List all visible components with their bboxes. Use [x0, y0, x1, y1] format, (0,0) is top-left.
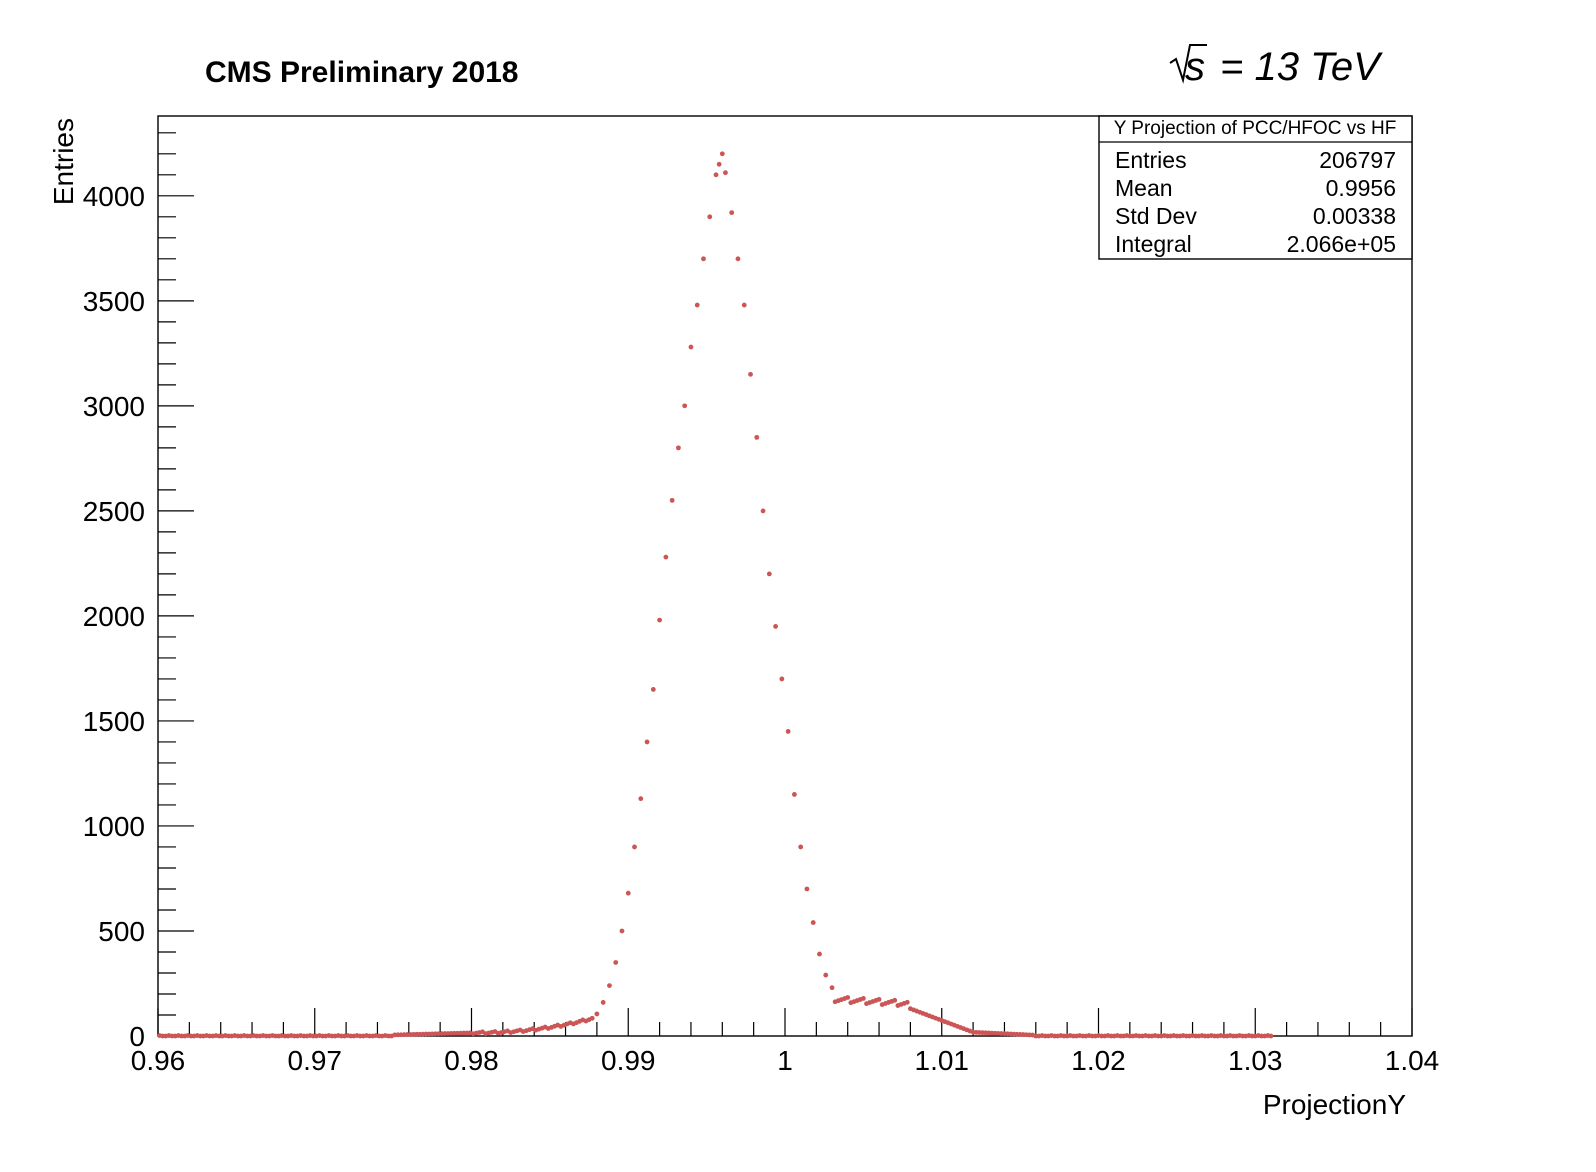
- data-point: [798, 844, 804, 850]
- y-tick-label: 2000: [83, 601, 145, 632]
- x-axis-ticks: [157, 1008, 1413, 1036]
- data-point: [892, 997, 898, 1003]
- y-tick-label: 3000: [83, 391, 145, 422]
- x-tick-label: 0.98: [444, 1045, 499, 1076]
- stats-label: Entries: [1115, 147, 1187, 173]
- data-point: [650, 687, 656, 692]
- data-point: [632, 844, 637, 850]
- data-point: [619, 928, 625, 934]
- data-point: [773, 624, 778, 629]
- data-point: [785, 729, 791, 734]
- data-point: [613, 960, 619, 965]
- data-point: [600, 999, 606, 1005]
- stats-box: Y Projection of PCC/HFOC vs HF Entries 20…: [1098, 115, 1413, 260]
- y-tick-label: 3500: [83, 286, 145, 317]
- stats-label: Mean: [1115, 175, 1173, 201]
- energy-symbol: s: [1185, 45, 1205, 89]
- data-point: [657, 617, 662, 623]
- data-markers: [157, 151, 1274, 1039]
- data-point: [741, 302, 747, 308]
- data-point: [682, 403, 688, 409]
- chart-title: CMS Preliminary 2018: [205, 56, 519, 89]
- stats-box-frame: [1098, 115, 1413, 260]
- data-point: [694, 302, 700, 308]
- data-point: [723, 170, 728, 176]
- y-tick-label: 0: [129, 1021, 145, 1052]
- data-point: [829, 985, 835, 991]
- y-axis-label: Entries: [48, 118, 79, 205]
- data-point: [707, 214, 713, 220]
- data-point: [589, 1015, 595, 1021]
- y-axis-ticks: [158, 132, 194, 1037]
- data-point: [638, 796, 644, 802]
- data-point: [701, 256, 706, 262]
- data-point: [754, 434, 760, 440]
- x-tick-label: 0.99: [601, 1045, 656, 1076]
- data-point: [716, 161, 722, 167]
- data-point: [607, 983, 612, 988]
- data-point: [804, 886, 810, 892]
- energy-label: s = 13 TeV: [1169, 44, 1383, 89]
- data-point: [1268, 1033, 1274, 1039]
- data-point: [817, 951, 822, 957]
- y-tick-label: 1500: [83, 706, 145, 737]
- data-point: [876, 996, 882, 1002]
- data-point: [823, 972, 829, 978]
- x-axis-tick-labels: 0.96 0.97 0.98 0.99 1 1.01 1.02 1.03 1.04: [131, 1045, 1440, 1076]
- data-point: [713, 172, 719, 178]
- x-axis-label: ProjectionY: [1263, 1089, 1407, 1120]
- y-tick-label: 4000: [83, 181, 145, 212]
- data-point: [748, 371, 753, 377]
- x-tick-label: 1.01: [915, 1045, 970, 1076]
- data-point: [669, 497, 675, 503]
- stats-label: Integral: [1115, 231, 1192, 257]
- x-tick-label: 1: [777, 1045, 793, 1076]
- y-tick-label: 1000: [83, 811, 145, 842]
- y-axis-tick-labels: 0 500 1000 1500 2000 2500 3000 3500 4000: [83, 181, 145, 1052]
- data-point: [676, 445, 681, 451]
- stats-value: 0.00338: [1313, 203, 1396, 229]
- data-point: [766, 571, 772, 577]
- x-tick-label: 1.02: [1071, 1045, 1126, 1076]
- x-tick-label: 0.97: [288, 1045, 343, 1076]
- stats-value: 0.9956: [1326, 175, 1396, 201]
- data-point: [729, 210, 735, 216]
- data-point: [719, 151, 725, 157]
- y-tick-label: 500: [98, 916, 145, 947]
- data-point: [904, 999, 910, 1005]
- x-tick-label: 1.03: [1228, 1045, 1283, 1076]
- data-point: [644, 739, 650, 745]
- data-point: [792, 792, 797, 797]
- data-point: [779, 676, 785, 682]
- stats-label: Std Dev: [1115, 203, 1197, 229]
- data-point: [845, 995, 851, 1000]
- data-point: [688, 344, 694, 350]
- data-point: [860, 996, 866, 1001]
- data-point: [625, 890, 631, 896]
- data-point: [663, 554, 669, 560]
- data-point: [760, 508, 766, 514]
- stats-value: 206797: [1319, 147, 1396, 173]
- x-tick-label: 1.04: [1385, 1045, 1440, 1076]
- y-tick-label: 2500: [83, 496, 145, 527]
- stats-box-title: Y Projection of PCC/HFOC vs HF: [1114, 118, 1397, 139]
- data-point: [810, 920, 816, 925]
- x-tick-label: 0.96: [131, 1045, 186, 1076]
- stats-value: 2.066e+05: [1287, 231, 1396, 257]
- data-point: [735, 256, 741, 262]
- energy-value: = 13 TeV: [1220, 45, 1383, 89]
- data-point: [594, 1011, 600, 1017]
